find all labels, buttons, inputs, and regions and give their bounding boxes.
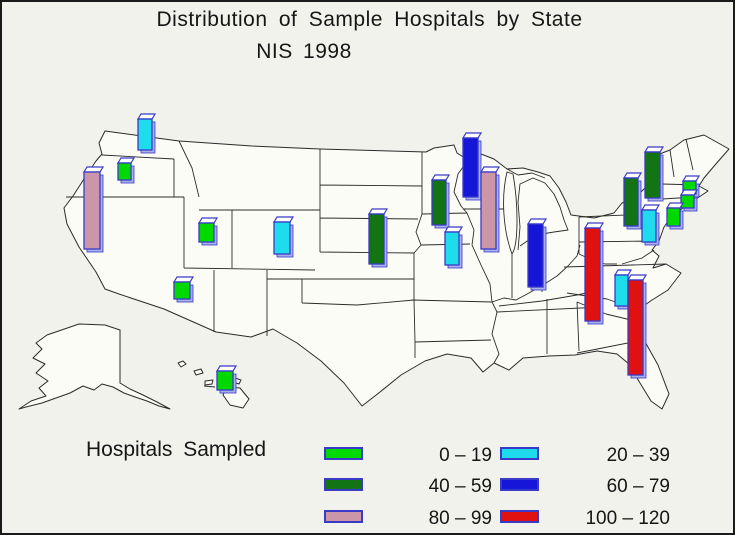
state-bar-az	[172, 276, 195, 303]
state-bar-ia	[430, 174, 451, 229]
bar-front-face	[462, 137, 479, 198]
state-bar-ct	[679, 189, 699, 212]
legend-label-20-39: 20 – 39	[606, 445, 670, 466]
bar-front-face	[666, 207, 681, 227]
chart-title: Distribution of Sample Hospitals by Stat…	[156, 8, 583, 31]
bar-top-cap	[272, 216, 295, 223]
legend-swatch-20-39	[500, 447, 539, 460]
bar-front-face	[198, 222, 215, 243]
state-bar-nj	[665, 202, 685, 230]
state-bar-wi	[461, 132, 483, 201]
state-bar-wa	[136, 113, 157, 154]
legend-label-40-59: 40 – 59	[428, 476, 492, 497]
bar-front-face	[623, 177, 639, 227]
legend-label-60-79: 60 – 79	[606, 476, 670, 497]
legend-swatch-60-79	[500, 478, 539, 491]
bar-top-cap	[640, 204, 661, 211]
bar-top-cap	[443, 226, 464, 233]
bar-front-face	[644, 151, 661, 199]
bar-top-cap	[679, 189, 699, 196]
state-bar-mo	[443, 226, 464, 269]
state-bar-pa	[622, 172, 643, 230]
alaska-outline	[19, 324, 170, 409]
state-bar-il	[479, 166, 501, 253]
conus-outline	[64, 131, 729, 409]
legend-title: Hospitals Sampled	[86, 438, 267, 461]
bar-top-cap	[583, 222, 605, 229]
hawaii-islands	[178, 361, 249, 408]
state-bar-ca	[82, 166, 105, 253]
legend-swatch-0-19	[324, 447, 363, 460]
state-bar-co	[272, 216, 295, 258]
bar-top-cap	[626, 274, 648, 281]
state-bar-or	[116, 157, 136, 184]
bar-top-cap	[665, 202, 685, 209]
bar-top-cap	[622, 172, 643, 179]
title-block: Distribution of Sample Hospitals by Stat…	[2, 8, 733, 32]
bar-front-face	[216, 370, 234, 391]
state-bar-ny	[643, 146, 665, 202]
state-bar-tn	[526, 218, 548, 291]
legend-label-0-19: 0 – 19	[439, 445, 492, 466]
legend-label-100-120: 100 – 120	[585, 508, 670, 529]
bar-front-face	[614, 274, 629, 307]
bar-front-face	[137, 118, 153, 151]
state-bar-md	[640, 204, 661, 246]
great-lakes	[504, 169, 568, 254]
legend-swatch-100-120	[500, 510, 539, 523]
legend-swatch-40-59	[324, 478, 363, 491]
bar-top-cap	[643, 146, 665, 153]
bar-front-face	[627, 279, 644, 376]
bar-top-cap	[681, 175, 701, 182]
state-bar-ut	[197, 217, 219, 246]
bar-top-cap	[461, 132, 483, 139]
bar-top-cap	[367, 208, 389, 215]
bar-front-face	[680, 194, 695, 209]
bar-front-face	[480, 171, 497, 250]
bar-top-cap	[172, 276, 195, 283]
bar-front-face	[431, 179, 447, 226]
bar-front-face	[444, 231, 460, 266]
bar-front-face	[527, 223, 544, 288]
bar-front-face	[273, 221, 291, 255]
bar-front-face	[117, 162, 132, 181]
bar-top-cap	[136, 113, 157, 120]
state-bar-ks	[367, 208, 389, 268]
bar-top-cap	[613, 269, 633, 276]
bar-front-face	[368, 213, 385, 265]
state-bar-fl	[626, 274, 648, 379]
bar-front-face	[173, 281, 191, 300]
bar-front-face	[83, 171, 101, 250]
legend-swatch-80-99	[324, 510, 363, 523]
bar-front-face	[641, 209, 657, 243]
state-bars-layer	[82, 113, 701, 394]
bar-top-cap	[526, 218, 548, 225]
state-bar-ga	[583, 222, 605, 325]
bar-top-cap	[215, 365, 238, 372]
bar-top-cap	[430, 174, 451, 181]
legend-label-80-99: 80 – 99	[428, 508, 492, 529]
bar-front-face	[584, 227, 601, 322]
bar-top-cap	[82, 166, 105, 173]
chart-subtitle: NIS 1998	[256, 40, 352, 63]
bar-top-cap	[197, 217, 219, 224]
bar-top-cap	[116, 157, 136, 164]
bar-top-cap	[479, 166, 501, 173]
state-bar-hi	[215, 365, 238, 394]
